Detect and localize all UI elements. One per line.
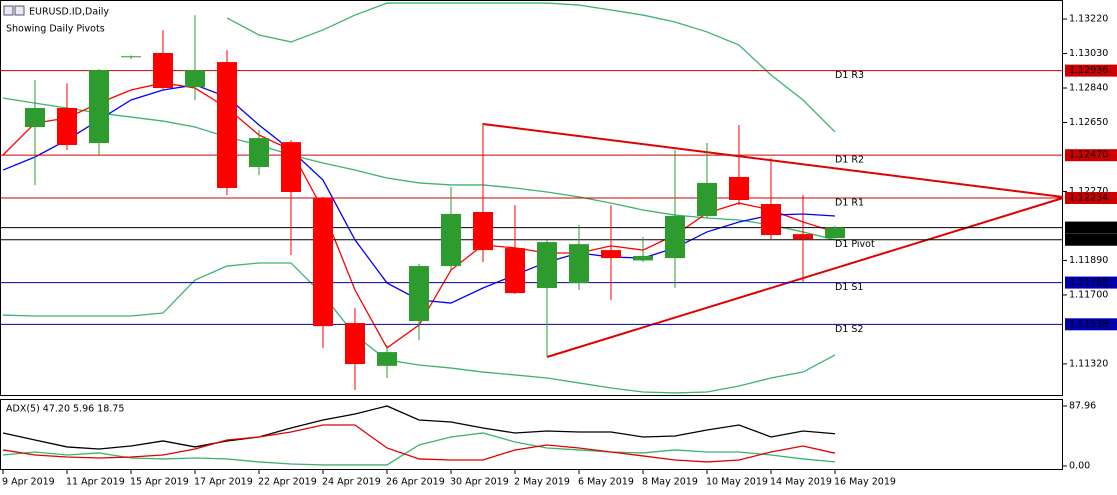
candle-body [281, 142, 301, 193]
indicator-line [2, 405, 836, 450]
candle-body [793, 234, 813, 240]
x-tick-label: 6 May 2019 [578, 477, 634, 488]
candle-body [345, 323, 365, 365]
x-tick-label: 2 May 2019 [514, 477, 570, 488]
candle-body [153, 52, 173, 89]
candle-body [601, 250, 621, 259]
subtitle: Showing Daily Pivots [6, 24, 105, 35]
level-label: 1.12071 [1069, 222, 1108, 233]
trend-line [482, 123, 1064, 198]
candle-body [505, 248, 525, 294]
x-tick-label: 9 Apr 2019 [2, 477, 55, 488]
level-name: D1 R1 [835, 198, 864, 209]
candle-body [761, 203, 781, 236]
candle-body [697, 182, 717, 216]
candle-body [633, 255, 653, 261]
x-tick-label: 22 Apr 2019 [258, 477, 317, 488]
candle-body [217, 62, 237, 189]
candle-body [537, 242, 557, 289]
x-tick-label: 15 Apr 2019 [130, 477, 189, 488]
x-tick-label: 30 Apr 2019 [450, 477, 509, 488]
level-name: D1 Pivot [835, 239, 875, 250]
x-tick-label: 8 May 2019 [642, 477, 698, 488]
x-tick-label: 16 May 2019 [834, 477, 896, 488]
candle-body [569, 244, 589, 284]
y-tick-label: 1.11320 [1069, 358, 1108, 369]
level-name: D1 S2 [835, 324, 863, 335]
level-label: 1.12234 [1069, 193, 1108, 204]
adx-frame [0, 399, 1063, 470]
indicator-line [226, 2, 836, 133]
candle-body [25, 107, 45, 128]
x-tick-label: 14 May 2019 [770, 477, 832, 488]
candle-body [473, 211, 493, 251]
level-name: D1 S1 [835, 282, 863, 293]
toolbar-icons[interactable] [3, 5, 25, 16]
level-label-box [1065, 149, 1117, 162]
indicator-line [2, 97, 836, 241]
level-label-box [1065, 192, 1117, 204]
level-label-box [1065, 221, 1117, 234]
y-tick-label: 87.96 [1069, 400, 1096, 411]
candle-body [409, 266, 429, 322]
candle-body [441, 213, 461, 267]
level-label: 1.12936 [1069, 65, 1108, 76]
level-label: 1.11538 [1069, 319, 1108, 330]
y-tick-label: 1.12650 [1069, 117, 1108, 128]
trend-line [546, 197, 1064, 358]
level-label-box [1065, 233, 1117, 246]
level-name: D1 R3 [835, 70, 864, 81]
x-tick-label: 17 Apr 2019 [194, 477, 253, 488]
chart-title: EURUSD.ID,Daily [29, 7, 109, 18]
candle-body [57, 107, 77, 146]
y-tick-label: 1.11890 [1069, 255, 1108, 266]
adx-title: ADX(5) 47.20 5.96 18.75 [6, 404, 124, 415]
y-tick-label: 1.11700 [1069, 289, 1108, 300]
x-tick-label: 11 Apr 2019 [66, 477, 125, 488]
y-tick-label: 1.13030 [1069, 48, 1108, 59]
y-tick-label: 1.12270 [1069, 186, 1108, 197]
y-tick-label: 0.00 [1069, 460, 1090, 471]
candle-body [377, 352, 397, 366]
level-name: D1 R2 [835, 155, 864, 166]
candle-body [89, 70, 109, 144]
y-tick-label: 1.13220 [1069, 14, 1108, 25]
level-label: 1.12470 [1069, 150, 1108, 161]
candle-body [121, 56, 141, 58]
indicator-line [2, 262, 836, 394]
candle-body [729, 176, 749, 200]
x-tick-label: 26 Apr 2019 [386, 477, 445, 488]
candle-body [185, 70, 205, 88]
candle-body [665, 215, 685, 259]
x-tick-label: 24 Apr 2019 [322, 477, 381, 488]
icon[interactable] [3, 5, 14, 16]
x-tick-label: 10 May 2019 [706, 477, 768, 488]
indicator-line [2, 424, 836, 463]
level-label-box [1065, 318, 1117, 331]
level-label-box [1065, 64, 1117, 77]
candle-body [825, 227, 845, 239]
candle-body [249, 138, 269, 167]
icon[interactable] [14, 5, 25, 16]
level-label: 1.12004 [1069, 234, 1108, 245]
indicator-line [2, 432, 836, 466]
level-label-box [1065, 276, 1117, 289]
candle-body [313, 198, 333, 327]
level-label: 1.11768 [1069, 277, 1108, 288]
y-tick-label: 1.12840 [1069, 83, 1108, 94]
